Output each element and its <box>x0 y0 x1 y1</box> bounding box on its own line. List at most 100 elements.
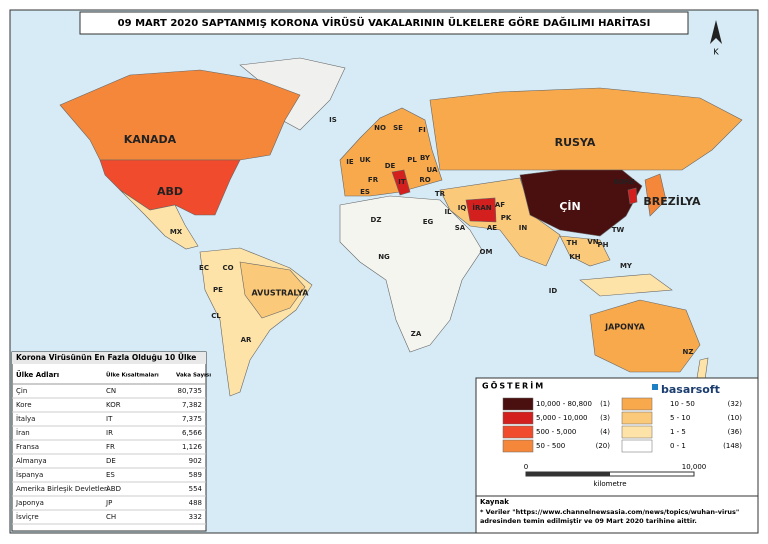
country-label: DE <box>385 162 396 170</box>
country-label: EC <box>199 264 209 272</box>
region-label: JAPONYA <box>604 323 646 332</box>
country-label: PH <box>598 241 609 249</box>
region-label: ABD <box>157 185 183 198</box>
country-label: AR <box>241 336 252 344</box>
table-cell: Almanya <box>16 457 47 465</box>
source-line: adresinden temin edilmiştir ve 09 Mart 2… <box>480 517 697 525</box>
country-label: ZA <box>411 330 422 338</box>
country-label: ID <box>549 287 558 295</box>
country-label: SE <box>393 124 403 132</box>
legend-range: 50 - 500 <box>536 442 565 450</box>
legend-count: (3) <box>600 414 610 422</box>
brazil <box>239 261 306 319</box>
country-label: FI <box>418 126 425 134</box>
country-label: AE <box>487 224 497 232</box>
table-cell: CH <box>106 513 116 521</box>
country-label: OM <box>480 248 493 256</box>
source-title: Kaynak <box>480 498 509 506</box>
scale-bar-fill <box>526 472 610 476</box>
table-cell: İsviçre <box>16 512 39 521</box>
country-label: RO <box>419 176 430 184</box>
table-cell: Amerika Birleşik Devletleri <box>16 485 109 493</box>
country-label: IQ <box>458 204 467 212</box>
indonesia <box>579 273 673 297</box>
table-cell: 488 <box>189 499 202 507</box>
country-label: KORE <box>613 178 634 186</box>
country-label: PL <box>407 156 417 164</box>
table-header: Vaka Sayısı <box>176 373 211 379</box>
legend-swatch <box>502 425 534 439</box>
africa <box>339 195 483 353</box>
table-cell: JP <box>105 499 112 507</box>
country-label: CO <box>222 264 233 272</box>
country-label: IT <box>398 178 406 186</box>
table-cell: 6,566 <box>182 429 203 437</box>
table-cell: KOR <box>106 401 121 409</box>
legend-count: (10) <box>728 414 743 422</box>
region-label: AVUSTRALYA <box>252 289 310 298</box>
legend-range: 5 - 10 <box>670 414 690 422</box>
country-label: MY <box>620 262 633 270</box>
country-label: İRAN <box>472 203 491 212</box>
table-cell: ABD <box>106 485 121 493</box>
table-cell: Fransa <box>16 443 39 451</box>
legend-count: (148) <box>723 442 742 450</box>
table-cell: Kore <box>16 401 32 409</box>
legend-title: GÖSTERİM <box>482 381 545 391</box>
table-cell: 554 <box>189 485 203 493</box>
usa <box>99 159 241 216</box>
country-label: PE <box>213 286 223 294</box>
country-label: KH <box>569 253 580 261</box>
table-cell: 80,735 <box>178 387 203 395</box>
table-title-bg <box>12 352 206 364</box>
country-label: DZ <box>371 216 382 224</box>
iran <box>465 197 497 223</box>
china <box>519 169 643 237</box>
region-label: BREZİLYA <box>643 194 701 208</box>
legend-swatch <box>621 425 653 439</box>
table-cell: İtalya <box>16 414 35 423</box>
source-box <box>475 495 759 534</box>
country-label: NZ <box>683 348 694 356</box>
country-label: AF <box>495 201 505 209</box>
country-label: EG <box>423 218 434 226</box>
title-box <box>79 11 689 35</box>
italy <box>391 169 411 196</box>
country-label: MX <box>170 228 183 236</box>
country-label: TR <box>435 190 446 198</box>
table-cell: 1,126 <box>182 443 203 451</box>
table-title: Korona Virüsünün En Fazla Olduğu 10 Ülke <box>16 353 196 362</box>
scale-label: 0 <box>524 463 528 471</box>
korea <box>627 187 638 205</box>
country-label: PK <box>501 214 512 222</box>
table-cell: 902 <box>189 457 202 465</box>
region-label: ÇİN <box>559 199 580 213</box>
country-label: UA <box>427 166 438 174</box>
table-cell: FR <box>106 443 115 451</box>
legend-range: 10 - 50 <box>670 400 695 408</box>
japan <box>644 173 667 217</box>
canada <box>59 69 301 161</box>
landmasses <box>59 57 743 397</box>
table-box <box>11 351 207 532</box>
russia <box>429 87 743 171</box>
region-label: RUSYA <box>555 136 596 149</box>
table-cell: CN <box>106 387 116 395</box>
table-cell: 332 <box>189 513 202 521</box>
logo-mark <box>652 384 658 390</box>
legend-range: 5,000 - 10,000 <box>536 414 588 422</box>
legend-count: (36) <box>728 428 743 436</box>
north-label: K <box>713 48 719 57</box>
southeast-asia <box>559 235 611 267</box>
legend-count: (32) <box>728 400 743 408</box>
legend-swatch <box>621 411 653 425</box>
legend-range: 500 - 5,000 <box>536 428 576 436</box>
country-label: CL <box>211 312 221 320</box>
table-cell: 7,375 <box>182 415 202 423</box>
legend-count: (20) <box>596 442 611 450</box>
logo: basarsoft <box>661 383 720 396</box>
map-title: 09 MART 2020 SAPTANMIŞ KORONA VİRÜSÜ VAK… <box>118 15 651 29</box>
north-arrow <box>710 20 722 44</box>
table-cell: 7,382 <box>182 401 202 409</box>
table-header: Ülke Kısaltmaları <box>106 372 159 379</box>
